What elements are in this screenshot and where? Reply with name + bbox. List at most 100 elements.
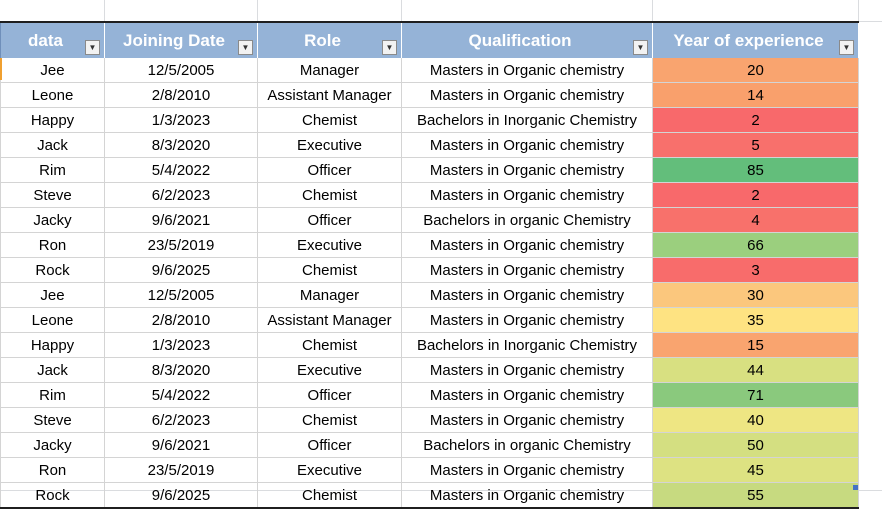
cell-qual[interactable]: Masters in Organic chemistry <box>401 457 653 483</box>
cell-name[interactable]: Happy <box>0 107 105 133</box>
cell-exp[interactable]: 14 <box>652 82 859 108</box>
cell-date[interactable]: 5/4/2022 <box>104 157 258 183</box>
cell-date[interactable]: 2/8/2010 <box>104 307 258 333</box>
column-header-name[interactable]: data ▼ <box>0 22 105 58</box>
cell-role[interactable]: Executive <box>257 457 402 483</box>
cell-name[interactable]: Happy <box>0 332 105 358</box>
cell-role[interactable]: Chemist <box>257 332 402 358</box>
cell-role[interactable]: Officer <box>257 207 402 233</box>
cell-exp[interactable]: 45 <box>652 457 859 483</box>
cell-name[interactable]: Jacky <box>0 432 105 458</box>
cell-date[interactable]: 6/2/2023 <box>104 182 258 208</box>
cell-role[interactable]: Chemist <box>257 107 402 133</box>
cell-exp[interactable]: 2 <box>652 182 859 208</box>
cell-date[interactable]: 5/4/2022 <box>104 382 258 408</box>
cell-date[interactable]: 9/6/2021 <box>104 432 258 458</box>
cell-qual[interactable]: Masters in Organic chemistry <box>401 58 653 83</box>
cell-date[interactable]: 9/6/2025 <box>104 482 258 509</box>
filter-dropdown-icon[interactable]: ▼ <box>633 40 648 55</box>
cell-qual[interactable]: Masters in Organic chemistry <box>401 82 653 108</box>
cell-role[interactable]: Officer <box>257 382 402 408</box>
cell-exp[interactable]: 85 <box>652 157 859 183</box>
cell-role[interactable]: Assistant Manager <box>257 82 402 108</box>
cell-exp[interactable]: 2 <box>652 107 859 133</box>
column-header-role[interactable]: Role ▼ <box>257 22 402 58</box>
cell-role[interactable]: Manager <box>257 282 402 308</box>
cell-qual[interactable]: Masters in Organic chemistry <box>401 257 653 283</box>
cell-name[interactable]: Rim <box>0 382 105 408</box>
cell-date[interactable]: 1/3/2023 <box>104 107 258 133</box>
cell-name[interactable]: Jee <box>0 58 105 83</box>
cell-exp[interactable]: 20 <box>652 58 859 83</box>
cell-name[interactable]: Rim <box>0 157 105 183</box>
cell-exp[interactable]: 66 <box>652 232 859 258</box>
cell-exp[interactable]: 55 <box>652 482 859 509</box>
cell-exp[interactable]: 71 <box>652 382 859 408</box>
cell-qual[interactable]: Bachelors in Inorganic Chemistry <box>401 332 653 358</box>
cell-role[interactable]: Officer <box>257 157 402 183</box>
cell-exp[interactable]: 15 <box>652 332 859 358</box>
cell-qual[interactable]: Masters in Organic chemistry <box>401 282 653 308</box>
cell-name[interactable]: Ron <box>0 232 105 258</box>
cell-role[interactable]: Manager <box>257 58 402 83</box>
cell-name[interactable]: Jack <box>0 132 105 158</box>
cell-qual[interactable]: Masters in Organic chemistry <box>401 157 653 183</box>
cell-qual[interactable]: Masters in Organic chemistry <box>401 482 653 509</box>
cell-name[interactable]: Ron <box>0 457 105 483</box>
cell-role[interactable]: Chemist <box>257 182 402 208</box>
cell-exp[interactable]: 3 <box>652 257 859 283</box>
column-header-qual[interactable]: Qualification ▼ <box>401 22 653 58</box>
cell-date[interactable]: 8/3/2020 <box>104 132 258 158</box>
cell-name[interactable]: Rock <box>0 482 105 509</box>
cell-date[interactable]: 23/5/2019 <box>104 232 258 258</box>
cell-role[interactable]: Assistant Manager <box>257 307 402 333</box>
cell-exp[interactable]: 5 <box>652 132 859 158</box>
cell-role[interactable]: Chemist <box>257 482 402 509</box>
cell-qual[interactable]: Masters in Organic chemistry <box>401 357 653 383</box>
cell-role[interactable]: Chemist <box>257 407 402 433</box>
cell-name[interactable]: Leone <box>0 307 105 333</box>
cell-name[interactable]: Rock <box>0 257 105 283</box>
cell-date[interactable]: 12/5/2005 <box>104 58 258 83</box>
filter-dropdown-icon[interactable]: ▼ <box>238 40 253 55</box>
cell-qual[interactable]: Bachelors in organic Chemistry <box>401 432 653 458</box>
cell-date[interactable]: 23/5/2019 <box>104 457 258 483</box>
cell-role[interactable]: Executive <box>257 357 402 383</box>
cell-qual[interactable]: Masters in Organic chemistry <box>401 132 653 158</box>
cell-exp[interactable]: 44 <box>652 357 859 383</box>
cell-exp[interactable]: 50 <box>652 432 859 458</box>
cell-date[interactable]: 12/5/2005 <box>104 282 258 308</box>
cell-date[interactable]: 8/3/2020 <box>104 357 258 383</box>
cell-date[interactable]: 9/6/2021 <box>104 207 258 233</box>
cell-qual[interactable]: Masters in Organic chemistry <box>401 232 653 258</box>
column-header-exp[interactable]: Year of experience ▼ <box>652 22 859 58</box>
cell-role[interactable]: Executive <box>257 232 402 258</box>
filter-dropdown-icon[interactable]: ▼ <box>839 40 854 55</box>
cell-name[interactable]: Leone <box>0 82 105 108</box>
cell-qual[interactable]: Masters in Organic chemistry <box>401 307 653 333</box>
filter-dropdown-icon[interactable]: ▼ <box>85 40 100 55</box>
cell-qual[interactable]: Masters in Organic chemistry <box>401 407 653 433</box>
cell-role[interactable]: Officer <box>257 432 402 458</box>
cell-role[interactable]: Chemist <box>257 257 402 283</box>
cell-qual[interactable]: Masters in Organic chemistry <box>401 382 653 408</box>
cell-name[interactable]: Jacky <box>0 207 105 233</box>
cell-exp[interactable]: 4 <box>652 207 859 233</box>
cell-date[interactable]: 6/2/2023 <box>104 407 258 433</box>
cell-role[interactable]: Executive <box>257 132 402 158</box>
cell-name[interactable]: Jee <box>0 282 105 308</box>
cell-exp[interactable]: 30 <box>652 282 859 308</box>
cell-date[interactable]: 2/8/2010 <box>104 82 258 108</box>
cell-name[interactable]: Steve <box>0 182 105 208</box>
cell-name[interactable]: Steve <box>0 407 105 433</box>
column-header-date[interactable]: Joining Date ▼ <box>104 22 258 58</box>
cell-qual[interactable]: Masters in Organic chemistry <box>401 182 653 208</box>
table-resize-handle[interactable] <box>853 485 858 490</box>
cell-date[interactable]: 1/3/2023 <box>104 332 258 358</box>
cell-date[interactable]: 9/6/2025 <box>104 257 258 283</box>
cell-exp[interactable]: 35 <box>652 307 859 333</box>
cell-qual[interactable]: Bachelors in organic Chemistry <box>401 207 653 233</box>
cell-qual[interactable]: Bachelors in Inorganic Chemistry <box>401 107 653 133</box>
cell-exp[interactable]: 40 <box>652 407 859 433</box>
filter-dropdown-icon[interactable]: ▼ <box>382 40 397 55</box>
